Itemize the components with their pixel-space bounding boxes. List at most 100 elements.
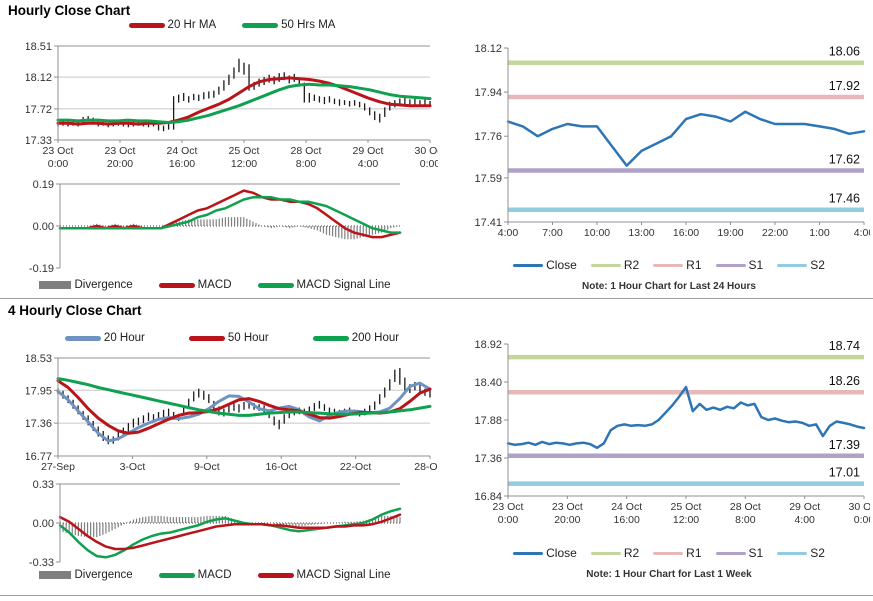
legend-swatch-r1 (653, 263, 684, 267)
weekly-note: Note: 1 Hour Chart for Last 1 Week (586, 569, 752, 580)
svg-text:17.94: 17.94 (474, 87, 502, 99)
svg-text:16-Oct: 16-Oct (265, 461, 297, 473)
svg-text:16.77: 16.77 (26, 451, 52, 463)
svg-text:1:00: 1:00 (809, 227, 830, 239)
svg-text:17.39: 17.39 (829, 438, 860, 452)
svg-text:3-Oct: 3-Oct (120, 461, 146, 473)
svg-text:20:00: 20:00 (107, 158, 133, 170)
svg-text:25 Oct: 25 Oct (671, 501, 702, 513)
weekly-close-chart: 18.74 18.26 17.39 17.01 18.92 18.40 17.88 17.36… (474, 339, 870, 526)
legend-swatch-divergence (39, 281, 72, 289)
section-title-four-hourly: 4 Hourly Close Chart (8, 303, 142, 318)
legend-label: MACD Signal Line (296, 569, 391, 581)
legend-swatch-200-hour (312, 335, 349, 341)
legend-label: R2 (623, 258, 640, 272)
legend-label: Close (546, 546, 577, 560)
legend-item: S1 (715, 546, 763, 560)
svg-text:28 Oct: 28 Oct (730, 501, 761, 513)
intraday-close-chart: 18.06 17.92 17.62 17.46 18.12 17.94 17.76 17.59… (474, 43, 870, 239)
svg-text:19:00: 19:00 (717, 227, 743, 239)
svg-text:0:00: 0:00 (498, 514, 519, 526)
svg-text:0:00: 0:00 (420, 158, 438, 170)
svg-text:13:00: 13:00 (628, 227, 654, 239)
four-hourly-macd-legend: Divergence MACD MACD Signal Line (26, 569, 404, 581)
legend-swatch-s1 (715, 551, 746, 555)
legend-item: 50 Hrs MA (242, 19, 335, 31)
legend-swatch-r2 (590, 551, 621, 555)
legend-item: S2 (777, 546, 825, 560)
intraday-legend: Close R2 R1 S1 S2 (468, 258, 870, 272)
svg-text:30 Oct: 30 Oct (849, 501, 870, 513)
legend-swatch-50-hour (188, 335, 225, 341)
legend-swatch-close (513, 551, 544, 555)
legend-label: Divergence (74, 569, 133, 581)
legend-label: Divergence (74, 279, 133, 291)
legend-item: S2 (777, 258, 825, 272)
svg-text:17.36: 17.36 (26, 418, 52, 430)
svg-text:0:00: 0:00 (48, 158, 69, 170)
legend-item: MACD (158, 279, 232, 291)
svg-text:25 Oct: 25 Oct (229, 145, 260, 157)
svg-text:30 Oct: 30 Oct (415, 145, 438, 157)
legend-swatch-macd (158, 572, 195, 578)
intraday-note: Note: 1 Hour Chart for Last 24 Hours (582, 281, 756, 292)
svg-text:18.53: 18.53 (26, 353, 52, 365)
legend-label: R2 (623, 546, 640, 560)
bottom-divider (0, 595, 873, 596)
legend-item: MACD (158, 569, 232, 581)
four-hourly-price-legend: 20 Hour 50 Hour 200 Hour (26, 332, 438, 344)
legend-label: S2 (810, 258, 825, 272)
legend-label: MACD (197, 279, 232, 291)
svg-text:28-Oct: 28-Oct (414, 461, 438, 473)
svg-text:18.40: 18.40 (474, 377, 502, 389)
legend-item: 20 Hr MA (128, 19, 216, 31)
section-divider (0, 298, 873, 299)
legend-label: S2 (810, 546, 825, 560)
section-title-hourly: Hourly Close Chart (8, 3, 131, 18)
legend-item: R1 (653, 546, 702, 560)
svg-text:17.41: 17.41 (474, 217, 502, 229)
svg-text:0:00: 0:00 (854, 514, 870, 526)
legend-item: Divergence (39, 279, 133, 291)
svg-text:18.06: 18.06 (829, 45, 860, 59)
svg-text:28 Oct: 28 Oct (291, 145, 322, 157)
hourly-macd-legend: Divergence MACD MACD Signal Line (26, 279, 404, 291)
svg-text:8:00: 8:00 (296, 158, 317, 170)
svg-text:17.95: 17.95 (26, 385, 52, 397)
svg-text:23 Oct: 23 Oct (493, 501, 524, 513)
svg-text:18.12: 18.12 (474, 43, 502, 55)
svg-text:23 Oct: 23 Oct (552, 501, 583, 513)
svg-text:9-Oct: 9-Oct (194, 461, 220, 473)
legend-item: R2 (590, 546, 640, 560)
four-hourly-macd-chart: 0.33 0.00 -0.33 (29, 479, 402, 569)
svg-text:18.26: 18.26 (829, 374, 860, 388)
svg-text:4:00: 4:00 (854, 227, 870, 239)
svg-text:18.92: 18.92 (474, 339, 502, 351)
svg-text:17.92: 17.92 (829, 79, 860, 93)
svg-text:27-Sep: 27-Sep (41, 461, 75, 473)
legend-label: Close (546, 258, 577, 272)
svg-text:20:00: 20:00 (554, 514, 580, 526)
svg-text:18.74: 18.74 (829, 339, 860, 353)
svg-text:29 Oct: 29 Oct (353, 145, 384, 157)
legend-item: R1 (653, 258, 702, 272)
legend-item: Divergence (39, 569, 133, 581)
legend-item: S1 (715, 258, 763, 272)
svg-text:18.12: 18.12 (26, 72, 52, 84)
svg-text:17.62: 17.62 (829, 153, 860, 167)
legend-swatch-divergence (39, 571, 72, 579)
legend-label: 50 Hrs MA (281, 19, 336, 31)
legend-item: MACD Signal Line (257, 569, 391, 581)
svg-text:23 Oct: 23 Oct (43, 145, 74, 157)
svg-text:18.51: 18.51 (26, 41, 52, 53)
legend-swatch-20-hour (64, 335, 101, 341)
legend-swatch-20hr-ma (128, 22, 165, 28)
legend-item: 200 Hour (312, 332, 399, 344)
legend-item: MACD Signal Line (257, 279, 391, 291)
svg-text:29 Oct: 29 Oct (789, 501, 820, 513)
legend-swatch-macd (158, 282, 195, 288)
svg-text:17.36: 17.36 (474, 453, 502, 465)
svg-text:17.59: 17.59 (474, 173, 502, 185)
